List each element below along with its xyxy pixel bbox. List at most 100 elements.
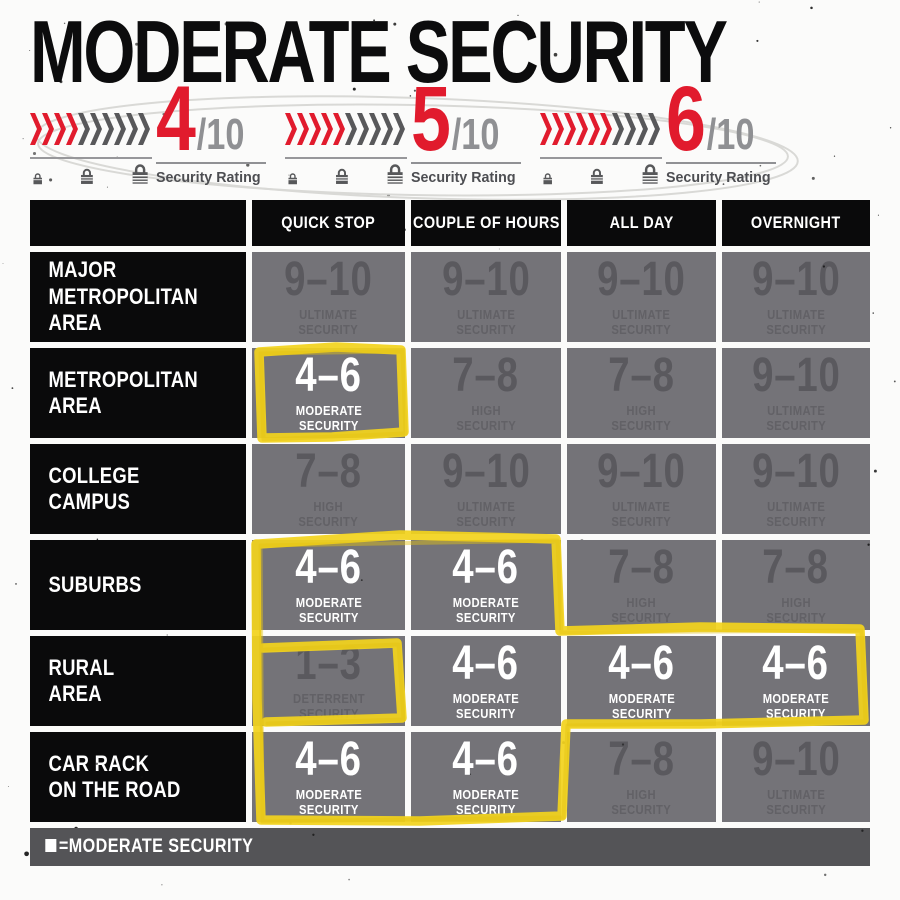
table-cell-highlighted: 4–6 MODERATE SECURITY	[411, 732, 561, 822]
legend-text: =MODERATE SECURITY	[30, 836, 253, 858]
page-title: MODERATE SECURITY	[30, 2, 728, 101]
chevron-filled-icon	[54, 113, 66, 145]
chevron-empty-icon	[114, 113, 126, 145]
column-header-couple-of-hours: COUPLE OF HOURS	[411, 200, 561, 246]
chevron-filled-icon	[30, 113, 42, 145]
security-table: QUICK STOP COUPLE OF HOURS ALL DAY OVERN…	[30, 200, 870, 822]
table-cell: 1–3 DETERRENT SECURITY	[252, 636, 405, 726]
column-header-overnight: OVERNIGHT	[722, 200, 870, 246]
score-denominator: /10	[706, 109, 755, 159]
corner-cell	[30, 200, 246, 246]
padlock-icon	[132, 164, 148, 184]
chevron-empty-icon	[126, 113, 138, 145]
score-denominator: /10	[196, 109, 245, 159]
chevron-meter-icon	[30, 113, 150, 145]
table-cell: 7–8 HIGH SECURITY	[252, 444, 405, 534]
chevron-filled-icon	[285, 113, 297, 145]
table-cell: 7–8 HIGH SECURITY	[567, 732, 716, 822]
row-label-college-campus: COLLEGE CAMPUS	[30, 444, 246, 534]
padlock-icons	[542, 161, 660, 185]
chevron-empty-icon	[78, 113, 90, 145]
score: 5 /10	[411, 67, 500, 170]
table-cell: 9–10 ULTIMATE SECURITY	[411, 252, 561, 342]
table-cell-highlighted: 4–6 MODERATE SECURITY	[411, 540, 561, 630]
padlock-icon	[33, 173, 42, 185]
security-rating-caption: Security Rating	[411, 169, 516, 186]
chevron-empty-icon	[369, 113, 381, 145]
row-label-metropolitan-area: METROPOLITAN AREA	[30, 348, 246, 438]
rating-block-4: 4 /10 Security Rating	[30, 73, 282, 195]
divider-line	[30, 157, 152, 159]
padlock-icon	[590, 168, 603, 184]
score-value: 4	[156, 67, 196, 170]
chevron-empty-icon	[357, 113, 369, 145]
table-cell-highlighted: 4–6 MODERATE SECURITY	[567, 636, 716, 726]
table-cell-highlighted: 4–6 MODERATE SECURITY	[411, 636, 561, 726]
chevron-filled-icon	[552, 113, 564, 145]
padlock-icons	[287, 161, 405, 185]
chevron-filled-icon	[66, 113, 78, 145]
table-cell: 7–8 HIGH SECURITY	[722, 540, 870, 630]
score-value: 6	[666, 67, 706, 170]
row-label-major-metropolitan-area: MAJOR METROPOLITAN AREA	[30, 252, 246, 342]
chevron-filled-icon	[321, 113, 333, 145]
table-cell: 9–10 ULTIMATE SECURITY	[722, 252, 870, 342]
row-label-suburbs: SUBURBS	[30, 540, 246, 630]
table-cell: 9–10 ULTIMATE SECURITY	[722, 732, 870, 822]
table-cell: 9–10 ULTIMATE SECURITY	[567, 444, 716, 534]
chevron-filled-icon	[576, 113, 588, 145]
padlock-icon	[288, 173, 297, 185]
padlock-icon	[543, 173, 552, 185]
score: 6 /10	[666, 67, 755, 170]
chevron-empty-icon	[102, 113, 114, 145]
padlock-icon	[335, 168, 348, 184]
chevron-empty-icon	[636, 113, 648, 145]
security-rating-caption: Security Rating	[666, 169, 771, 186]
legend-label: =MODERATE SECURITY	[58, 836, 254, 857]
table-cell: 9–10 ULTIMATE SECURITY	[722, 444, 870, 534]
chevron-empty-icon	[138, 113, 150, 145]
chevron-empty-icon	[624, 113, 636, 145]
padlock-icon	[80, 168, 93, 184]
chevron-filled-icon	[333, 113, 345, 145]
chevron-meter-icon	[285, 113, 405, 145]
table-cell-highlighted: 4–6 MODERATE SECURITY	[252, 732, 405, 822]
column-header-all-day: ALL DAY	[567, 200, 716, 246]
divider-line	[156, 162, 266, 164]
chevron-empty-icon	[393, 113, 405, 145]
chevron-meter-icon	[540, 113, 660, 145]
chevron-empty-icon	[381, 113, 393, 145]
chevron-filled-icon	[564, 113, 576, 145]
table-cell-highlighted: 4–6 MODERATE SECURITY	[722, 636, 870, 726]
chevron-filled-icon	[42, 113, 54, 145]
row-label-rural-area: RURAL AREA	[30, 636, 246, 726]
chevron-filled-icon	[309, 113, 321, 145]
table-cell: 9–10 ULTIMATE SECURITY	[722, 348, 870, 438]
chevron-filled-icon	[588, 113, 600, 145]
divider-line	[666, 162, 776, 164]
table-cell: 7–8 HIGH SECURITY	[567, 348, 716, 438]
chevron-empty-icon	[612, 113, 624, 145]
score: 4 /10	[156, 67, 245, 170]
padlock-icon	[642, 164, 658, 184]
padlock-icons	[32, 161, 150, 185]
table-cell: 9–10 ULTIMATE SECURITY	[567, 252, 716, 342]
column-header-quick-stop: QUICK STOP	[252, 200, 405, 246]
divider-line	[540, 157, 662, 159]
score-denominator: /10	[451, 109, 500, 159]
chevron-filled-icon	[540, 113, 552, 145]
divider-line	[411, 162, 521, 164]
legend-bar: =MODERATE SECURITY	[30, 828, 870, 866]
rating-block-5: 5 /10 Security Rating	[285, 73, 537, 195]
table-cell: 7–8 HIGH SECURITY	[411, 348, 561, 438]
chevron-empty-icon	[90, 113, 102, 145]
score-value: 5	[411, 67, 451, 170]
chevron-empty-icon	[648, 113, 660, 145]
chevron-empty-icon	[345, 113, 357, 145]
table-cell: 7–8 HIGH SECURITY	[567, 540, 716, 630]
chevron-filled-icon	[600, 113, 612, 145]
security-ratings-strip: 4 /10 Security Rating 5 /10 Security Rat…	[0, 73, 900, 195]
rating-block-6: 6 /10 Security Rating	[540, 73, 792, 195]
security-rating-caption: Security Rating	[156, 169, 261, 186]
divider-line	[285, 157, 407, 159]
